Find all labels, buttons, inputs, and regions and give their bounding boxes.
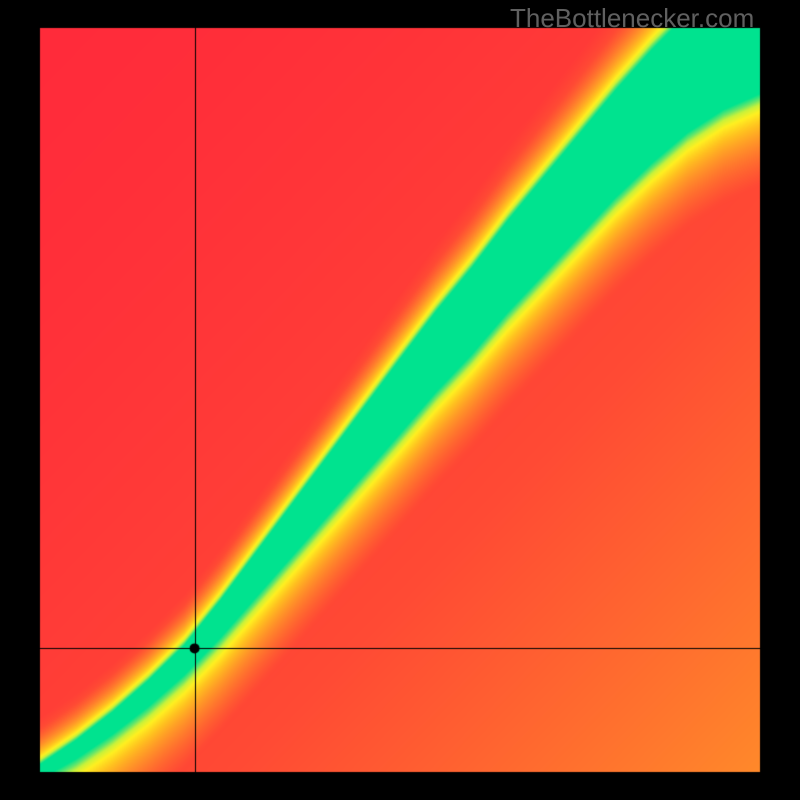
watermark-text: TheBottlenecker.com	[510, 3, 754, 34]
figure-root: TheBottlenecker.com	[0, 0, 800, 800]
heatmap-canvas	[0, 0, 800, 800]
